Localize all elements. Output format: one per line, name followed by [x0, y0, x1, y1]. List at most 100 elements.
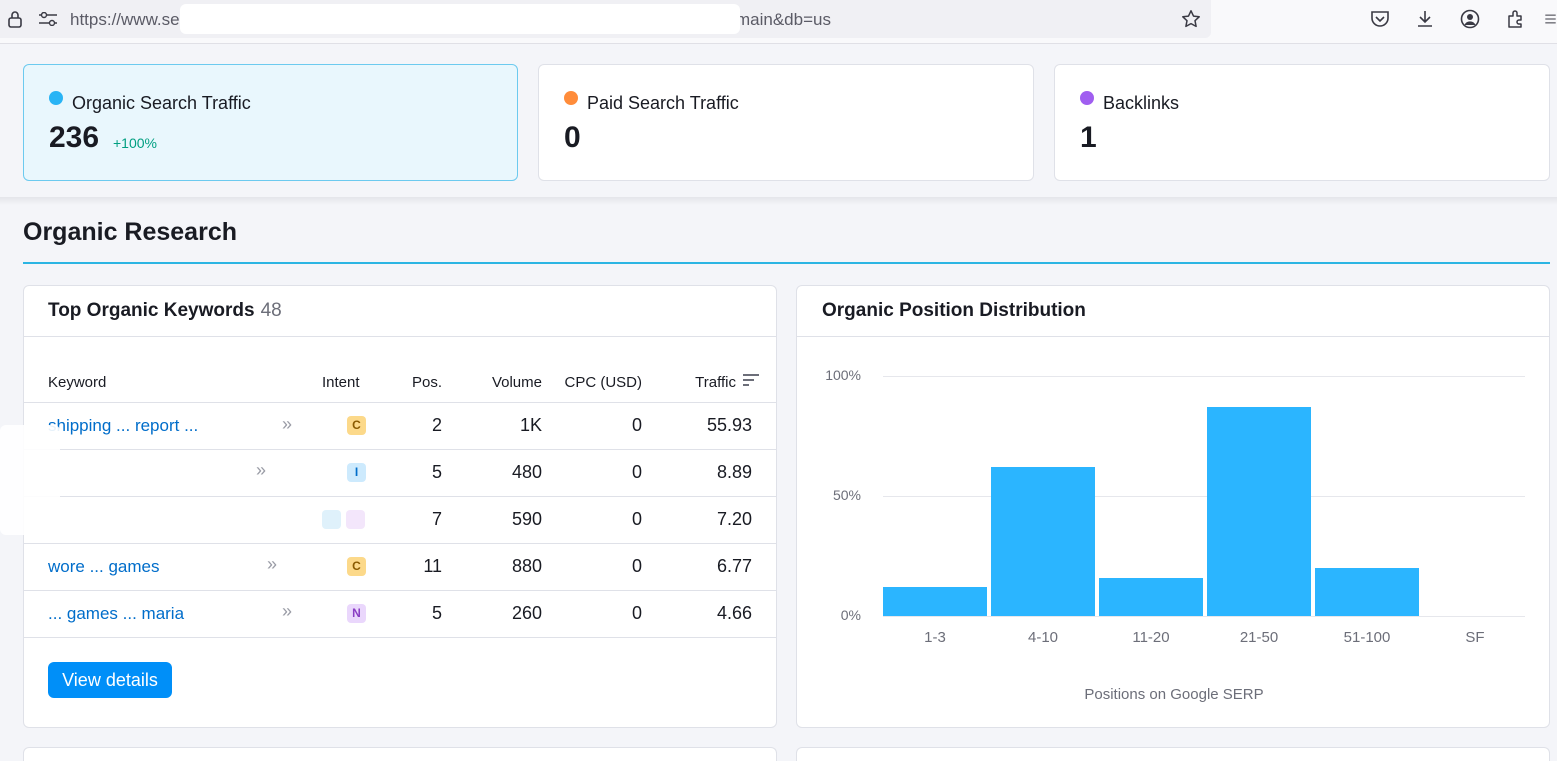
next-panel-right	[796, 747, 1550, 761]
x-tick-label: 4-10	[1027, 629, 1059, 646]
intent-badge: C	[347, 416, 366, 435]
keyword-count: 48	[260, 300, 282, 321]
bookmark-star-icon[interactable]	[1180, 8, 1202, 30]
traffic-value: 8.89	[716, 462, 752, 482]
next-panel-left	[23, 747, 777, 761]
address-bar[interactable]: https://www.se main&db=us	[0, 0, 1211, 38]
intent-badge: C	[347, 557, 366, 576]
pos-value: 11	[423, 556, 442, 576]
intent-badge	[346, 510, 365, 529]
card-value: 236	[49, 121, 100, 154]
volume-value: 880	[511, 556, 542, 576]
card-paid-search-traffic[interactable]: Paid Search Traffic 0	[538, 64, 1034, 181]
gridline	[883, 376, 1525, 377]
download-icon[interactable]	[1414, 8, 1436, 30]
panel-header: Top Organic Keywords 48	[24, 286, 776, 337]
browser-toolbar: https://www.se main&db=us	[0, 0, 1557, 44]
x-tick-label: 21-50	[1239, 629, 1279, 646]
y-tick-label: 0%	[840, 607, 861, 623]
gridline	[883, 616, 1525, 617]
row-divider	[24, 449, 777, 450]
chart-bar[interactable]	[1207, 407, 1311, 616]
col-intent[interactable]: Intent	[322, 374, 360, 391]
account-icon[interactable]	[1459, 8, 1481, 30]
row-divider	[24, 543, 777, 544]
section-divider	[23, 262, 1550, 264]
pos-value: 5	[431, 462, 442, 482]
extensions-icon[interactable]	[1505, 8, 1527, 30]
card-delta: +100%	[113, 135, 157, 151]
menu-icon[interactable]	[1544, 8, 1557, 30]
panel-title: Organic Position Distribution	[822, 300, 1086, 321]
intent-badge: N	[347, 604, 366, 623]
backlinks-dot-icon	[1080, 91, 1094, 105]
card-organic-search-traffic[interactable]: Organic Search Traffic 236 +100%	[23, 64, 518, 181]
chevrons-right-icon[interactable]: »	[282, 601, 293, 621]
chart-bar[interactable]	[1099, 577, 1203, 616]
volume-value: 1K	[519, 415, 542, 435]
lock-icon	[4, 8, 26, 30]
traffic-value: 7.20	[716, 509, 752, 529]
panel-header: Organic Position Distribution	[797, 286, 1549, 337]
section-title: Organic Research	[23, 218, 237, 246]
top-keywords-panel: Top Organic Keywords 48 Keyword Intent Po…	[23, 285, 777, 728]
pos-value: 2	[431, 415, 442, 435]
card-label: Organic Search Traffic	[72, 93, 251, 113]
intent-badge: I	[347, 463, 366, 482]
intent-badge	[322, 510, 341, 529]
chevrons-right-icon[interactable]: »	[282, 414, 293, 434]
sort-icon[interactable]	[742, 372, 760, 388]
col-volume[interactable]: Volume	[491, 374, 542, 391]
col-cpc[interactable]: CPC (USD)	[564, 374, 643, 391]
card-value: 0	[564, 121, 581, 154]
card-value: 1	[1080, 121, 1097, 154]
chart-bar[interactable]	[1315, 568, 1419, 616]
x-tick-label: 1-3	[924, 629, 946, 646]
traffic-value: 6.77	[716, 556, 752, 576]
cpc-value: 0	[631, 603, 642, 623]
chart-bar[interactable]	[991, 467, 1095, 616]
keyword-link[interactable]: shipping ... report ...	[48, 416, 199, 435]
y-tick-label: 100%	[825, 367, 861, 383]
panel-title[interactable]: Top Organic Keywords 48	[48, 300, 282, 321]
redaction	[0, 425, 60, 535]
chevrons-right-icon[interactable]: »	[256, 460, 267, 480]
volume-value: 590	[511, 509, 542, 529]
col-pos[interactable]: Pos.	[411, 374, 442, 391]
page-settings-icon[interactable]	[37, 8, 59, 30]
redaction	[180, 4, 740, 34]
header-divider	[24, 402, 777, 403]
x-tick-label: SF	[1465, 629, 1485, 646]
chevrons-right-icon[interactable]: »	[267, 554, 278, 574]
paid-dot-icon	[564, 91, 578, 105]
position-distribution-panel: Organic Position Distribution 100% 50% 0% 1…	[796, 285, 1550, 728]
keyword-link[interactable]: wore ... games	[48, 557, 160, 576]
pos-value: 5	[431, 603, 442, 623]
cpc-value: 0	[631, 556, 642, 576]
cpc-value: 0	[631, 415, 642, 435]
pocket-icon[interactable]	[1369, 8, 1391, 30]
col-traffic[interactable]: Traffic	[695, 374, 736, 391]
y-tick-label: 50%	[832, 487, 861, 503]
volume-value: 480	[511, 462, 542, 482]
url-text-end[interactable]: main&db=us	[736, 10, 831, 29]
chart-bar[interactable]	[883, 587, 987, 616]
col-keyword[interactable]: Keyword	[48, 374, 107, 391]
url-text[interactable]: https://www.se	[70, 10, 180, 29]
x-tick-label: 51-100	[1343, 629, 1391, 646]
view-details-button[interactable]: View details	[48, 662, 172, 698]
gridline	[883, 496, 1525, 497]
volume-value: 260	[511, 603, 542, 623]
pos-value: 7	[431, 509, 442, 529]
card-label: Paid Search Traffic	[587, 93, 739, 113]
x-axis-label: Positions on Google SERP	[1084, 686, 1264, 703]
keyword-link[interactable]: ... games ... maria	[48, 604, 185, 623]
organic-dot-icon	[49, 91, 63, 105]
cpc-value: 0	[631, 462, 642, 482]
x-tick-label: 11-20	[1132, 629, 1170, 646]
card-label: Backlinks	[1103, 93, 1180, 113]
row-divider	[24, 590, 777, 591]
card-backlinks[interactable]: Backlinks 1	[1054, 64, 1550, 181]
traffic-value: 55.93	[706, 415, 752, 435]
row-divider	[24, 496, 777, 497]
